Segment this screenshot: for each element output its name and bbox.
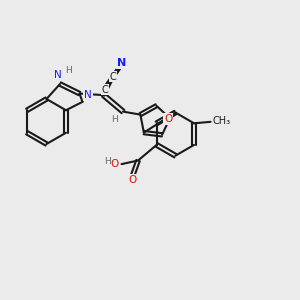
Text: O: O: [111, 158, 119, 169]
Text: C: C: [110, 71, 116, 82]
Text: H: H: [104, 157, 110, 166]
Text: O: O: [128, 175, 137, 185]
Text: O: O: [164, 114, 172, 124]
Text: H: H: [111, 116, 118, 124]
Text: CH₃: CH₃: [212, 116, 230, 126]
Text: N: N: [84, 90, 92, 100]
Text: N: N: [117, 58, 126, 68]
Text: N: N: [54, 70, 61, 80]
Text: C: C: [102, 85, 108, 95]
Text: H: H: [65, 66, 72, 75]
